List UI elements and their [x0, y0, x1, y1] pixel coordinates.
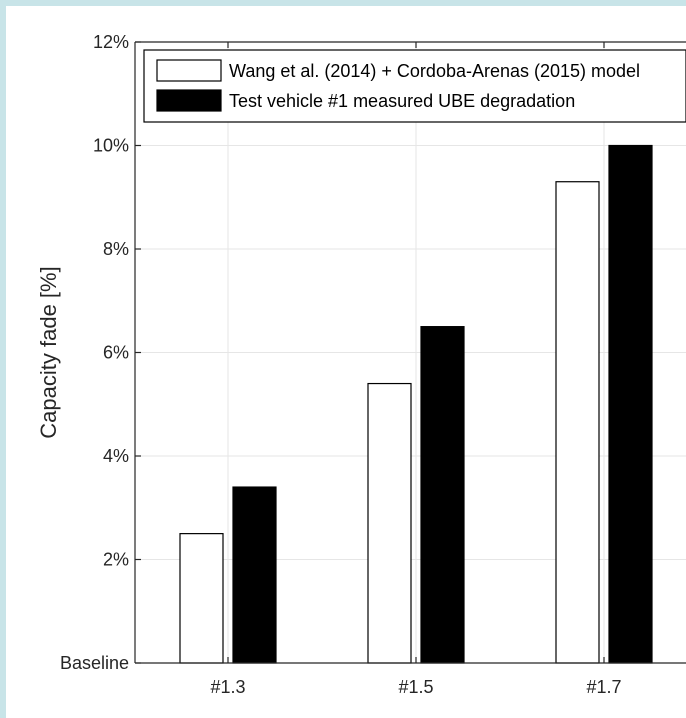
y-tick-label: 4% [103, 446, 129, 466]
y-tick-label: Baseline [60, 653, 129, 673]
chart-figure: Baseline 2% 4% 6% 8% 10% 12% #1.3 #1.5 #1.7 Capaci… [6, 6, 686, 718]
y-tick-label: 2% [103, 550, 129, 570]
bar-2-#1.5 [420, 326, 465, 664]
legend-box [143, 49, 686, 123]
bar-2-#1.3 [232, 486, 277, 664]
y-axis-label: Capacity fade [%] [36, 266, 61, 438]
x-tick-label: #1.5 [398, 677, 433, 697]
legend-swatch-2 [156, 89, 222, 112]
y-tick-label: 10% [93, 136, 129, 156]
bar-chart: Baseline 2% 4% 6% 8% 10% 12% #1.3 #1.5 #1.7 Capaci… [36, 32, 686, 697]
legend-label-2: Test vehicle #1 measured UBE degradation [229, 91, 575, 111]
bar-1-#1.3 [179, 533, 224, 664]
x-tick-label: #1.7 [586, 677, 621, 697]
x-tick-label: #1.3 [210, 677, 245, 697]
bar-1-#1.5 [367, 382, 412, 664]
legend-swatch-1 [156, 59, 222, 82]
y-tick-label: 12% [93, 32, 129, 52]
legend-label-1: Wang et al. (2014) + Cordoba-Arenas (201… [229, 61, 640, 81]
y-tick-label: 8% [103, 239, 129, 259]
bar-2-#1.7 [608, 144, 653, 664]
y-tick-label: 6% [103, 343, 129, 363]
bar-1-#1.7 [555, 181, 600, 664]
